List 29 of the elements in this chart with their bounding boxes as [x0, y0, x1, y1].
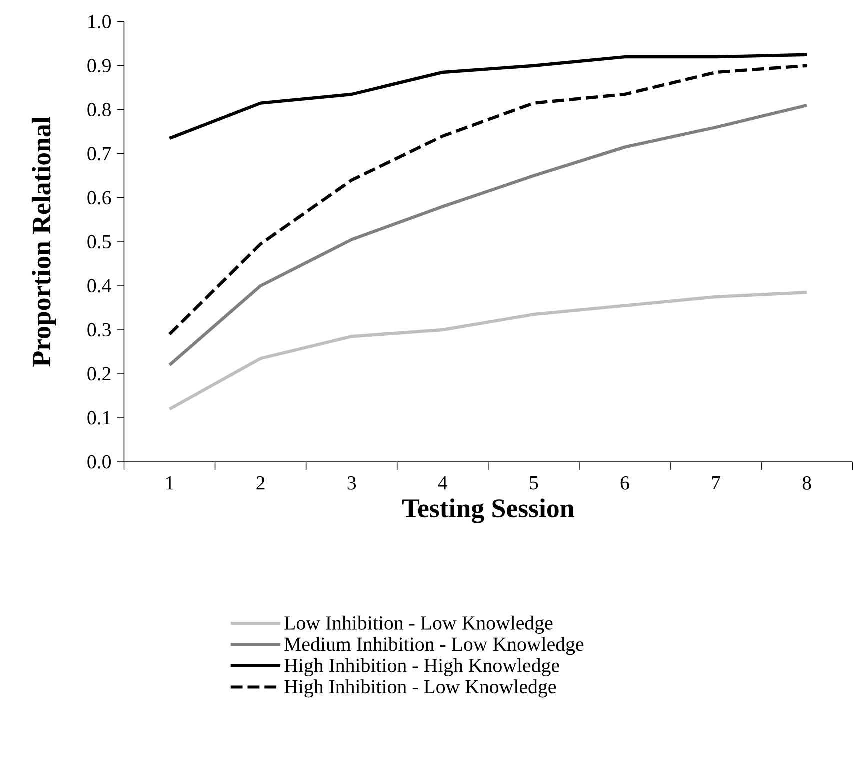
y-tick-label: 0.2 — [88, 367, 111, 381]
y-tick-label: 0.0 — [88, 455, 112, 469]
y-tick-label: 0.7 — [88, 147, 112, 161]
x-tick-label: 2 — [256, 476, 265, 490]
legend-label: High Inhibition - Low Knowledge — [284, 680, 556, 698]
line-series — [168, 290, 809, 411]
legend-label: High Inhibition - High Knowledge — [284, 658, 560, 676]
y-tick-label: 0.1 — [88, 411, 111, 425]
x-tick-label: 8 — [802, 476, 812, 490]
x-tick-label: 4 — [438, 476, 448, 490]
x-tick-label: 3 — [348, 476, 356, 490]
y-tick-label: 1.0 — [88, 15, 112, 29]
y-tick-label: 0.5 — [88, 235, 111, 249]
line-series — [168, 104, 809, 367]
y-tick-label: 0.8 — [88, 103, 112, 117]
x-tick-label: 1 — [166, 476, 174, 490]
x-axis-title: Testing Session — [402, 498, 574, 524]
y-axis-title: Proportion Relational — [32, 117, 56, 367]
line-series — [168, 64, 809, 336]
y-tick-label: 0.4 — [88, 279, 112, 293]
y-tick-label: 0.6 — [88, 191, 112, 205]
x-tick-label: 6 — [620, 476, 630, 490]
legend-label: Low Inhibition - Low Knowledge — [284, 616, 553, 634]
line-series — [168, 53, 809, 140]
x-tick-label: 5 — [530, 476, 538, 490]
y-tick-label: 0.3 — [88, 323, 111, 337]
y-tick-label: 0.9 — [88, 59, 111, 73]
x-tick-label: 7 — [712, 476, 720, 490]
legend-label: Medium Inhibition - Low Knowledge — [284, 637, 584, 656]
